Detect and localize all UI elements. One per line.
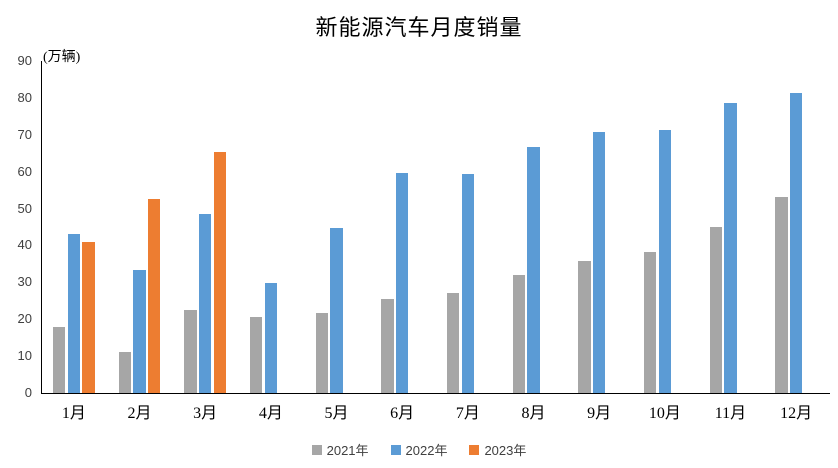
bar-2022年-8月	[527, 147, 540, 393]
bar-2021年-10月	[643, 251, 657, 393]
y-axis-tick-label: 30	[17, 274, 32, 290]
chart-title: 新能源汽车月度销量	[315, 15, 523, 40]
bar-2022年-4月	[264, 282, 278, 393]
y-axis-tick-label: 60	[17, 163, 32, 179]
legend-label: 2022年	[405, 443, 448, 458]
x-axis-label-7月: 7月	[455, 405, 480, 422]
legend-item-2022年: 2022年	[390, 440, 448, 459]
bar-2021年-8月	[512, 274, 526, 393]
y-axis-tick-label: 40	[17, 237, 32, 253]
bar-2022年-2月	[133, 269, 146, 393]
bar-2022年-5月	[330, 228, 343, 393]
bar-2022年-10月	[658, 129, 672, 393]
legend: 2021年 2022年 2023年	[0, 440, 838, 459]
x-axis-label-2月: 2月	[127, 405, 152, 422]
y-axis-tick-label: 80	[17, 89, 32, 105]
bar-2022年-11月	[724, 103, 737, 393]
x-axis-label-10月: 10月	[648, 405, 681, 422]
bar-2021年-3月	[184, 309, 197, 393]
bar-2023年-2月	[147, 199, 161, 393]
x-axis-label-8月: 8月	[521, 405, 546, 422]
bar-2021年-5月	[315, 312, 329, 393]
bar-2022年-6月	[395, 173, 409, 393]
bar-2022年-9月	[592, 131, 606, 393]
bar-2022年-12月	[789, 92, 803, 393]
bar-2021年-2月	[118, 352, 132, 393]
bar-2021年-12月	[775, 197, 788, 393]
legend-swatch-icon	[469, 444, 480, 455]
bar-2022年-7月	[461, 174, 475, 393]
x-axis-label-12月: 12月	[780, 405, 813, 422]
x-axis-label-5月: 5月	[324, 405, 349, 422]
y-axis-tick-label: 90	[17, 53, 32, 68]
x-axis-line	[41, 393, 830, 394]
x-axis-label-1月: 1月	[61, 405, 86, 422]
bar-2021年-7月	[446, 293, 460, 393]
x-axis-label-11月: 11月	[714, 405, 747, 422]
y-axis-tick-label: 50	[17, 200, 32, 216]
x-axis-label-9月: 9月	[587, 405, 612, 422]
x-axis-label-6月: 6月	[390, 405, 415, 422]
bar-2021年-6月	[381, 298, 394, 393]
bar-2022年-3月	[198, 214, 212, 393]
x-axis-label-3月: 3月	[193, 405, 218, 422]
x-axis-label-4月: 4月	[258, 405, 283, 422]
legend-swatch-icon	[390, 444, 401, 455]
legend-label: 2023年	[484, 443, 527, 458]
bar-2023年-3月	[213, 152, 227, 393]
bar-2023年-1月	[82, 242, 95, 393]
y-axis-unit-label: (万辆)	[43, 50, 81, 65]
bar-2021年-1月	[52, 326, 66, 393]
y-axis-line	[41, 61, 42, 393]
y-axis-tick-label: 0	[24, 385, 32, 400]
y-axis-tick-label: 20	[17, 311, 32, 327]
bar-2021年-11月	[709, 227, 723, 393]
bar-2021年-4月	[249, 317, 263, 393]
y-axis-tick-label: 70	[17, 126, 32, 142]
bar-2021年-9月	[578, 261, 591, 393]
bar-2022年-1月	[67, 234, 81, 393]
legend-label: 2021年	[326, 443, 369, 458]
legend-item-2023年: 2023年	[469, 440, 526, 459]
legend-item-2021年: 2021年	[311, 440, 369, 459]
y-axis-tick-label: 10	[17, 348, 32, 364]
legend-swatch-icon	[311, 444, 322, 455]
